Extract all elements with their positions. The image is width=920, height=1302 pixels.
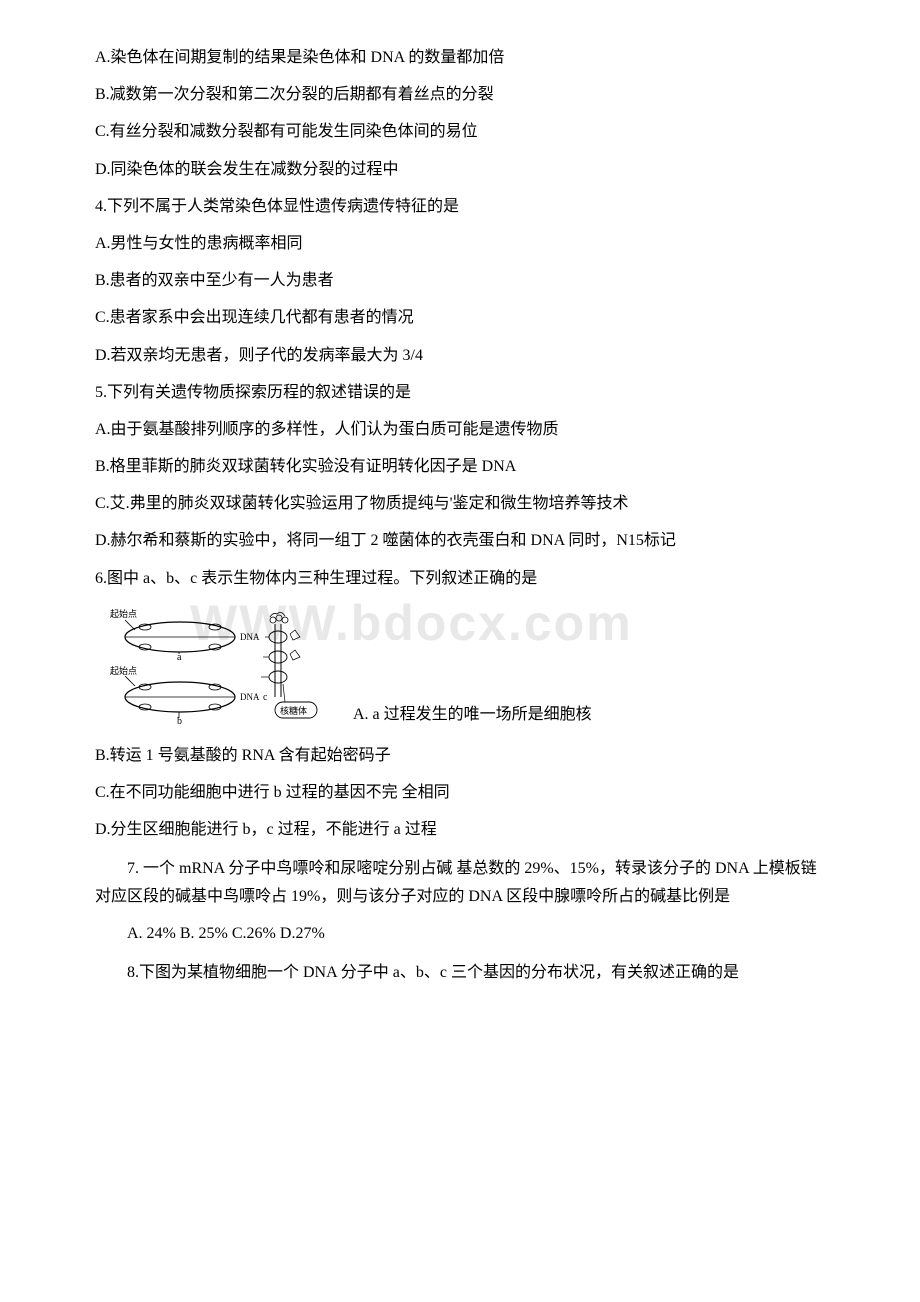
q6-option-d: D.分生区细胞能进行 b，c 过程，不能进行 a 过程 [95, 812, 825, 847]
q6-option-c: C.在不同功能细胞中进行 b 过程的基因不完 全相同 [95, 775, 825, 810]
q4-stem: 4.下列不属于人类常染色体显性遗传病遗传特征的是 [95, 189, 825, 224]
q7-options: A. 24% B. 25% C.26% D.27% [95, 916, 825, 951]
label-ribosome: 核糖体 [280, 705, 307, 716]
q3-option-c: C.有丝分裂和减数分裂都有可能发生同染色体间的易位 [95, 114, 825, 149]
label-b: b [177, 716, 182, 727]
q6-stem: 6.图中 a、b、c 表示生物体内三种生理过程。下列叙述正确的是 [95, 561, 825, 596]
q6-option-b: B.转运 1 号氨基酸的 RNA 含有起始密码子 [95, 738, 825, 773]
q5-stem: 5.下列有关遗传物质探索历程的叙述错误的是 [95, 375, 825, 410]
label-c: c [263, 692, 268, 703]
q4-option-c: C.患者家系中会出现连续几代都有患者的情况 [95, 300, 825, 335]
q4-option-a: A.男性与女性的患病概率相同 [95, 226, 825, 261]
q6-option-a: A. a 过程发生的唯一场所是细胞核 [353, 697, 592, 732]
document-content: A.染色体在间期复制的结果是染色体和 DNA 的数量都加倍 B.减数第一次分裂和… [95, 40, 825, 986]
q6-diagram: 起始点 DNA a 起始点 DNA [95, 602, 340, 732]
q4-option-b: B.患者的双亲中至少有一人为患者 [95, 263, 825, 298]
q6-figure-row: 起始点 DNA a 起始点 DNA [95, 602, 825, 732]
q4-option-d: D.若双亲均无患者，则子代的发病率最大为 3/4 [95, 338, 825, 373]
q5-option-b: B.格里菲斯的肺炎双球菌转化实验没有证明转化因子是 DNA [95, 449, 825, 484]
q3-option-a: A.染色体在间期复制的结果是染色体和 DNA 的数量都加倍 [95, 40, 825, 75]
label-start1: 起始点 [110, 608, 137, 619]
q5-option-a: A.由于氨基酸排列顺序的多样性，人们认为蛋白质可能是遗传物质 [95, 412, 825, 447]
q3-option-d: D.同染色体的联会发生在减数分裂的过程中 [95, 152, 825, 187]
q3-option-b: B.减数第一次分裂和第二次分裂的后期都有着丝点的分裂 [95, 77, 825, 112]
label-start2: 起始点 [110, 665, 137, 676]
label-dna2: DNA [240, 692, 260, 702]
label-a: a [177, 652, 182, 663]
q7-stem: 7. 一个 mRNA 分子中鸟嘌呤和尿嘧啶分别占碱 基总数的 29%、15%，转… [95, 855, 825, 909]
q8-stem: 8.下图为某植物细胞一个 DNA 分子中 a、b、c 三个基因的分布状况，有关叙… [95, 959, 825, 986]
q5-option-d: D.赫尔希和蔡斯的实验中，将同一组丁 2 噬菌体的衣壳蛋白和 DNA 同时，N1… [95, 523, 825, 558]
q5-option-c: C.艾.弗里的肺炎双球菌转化实验运用了物质提纯与'鉴定和微生物培养等技术 [95, 486, 825, 521]
label-dna1: DNA [240, 632, 260, 642]
